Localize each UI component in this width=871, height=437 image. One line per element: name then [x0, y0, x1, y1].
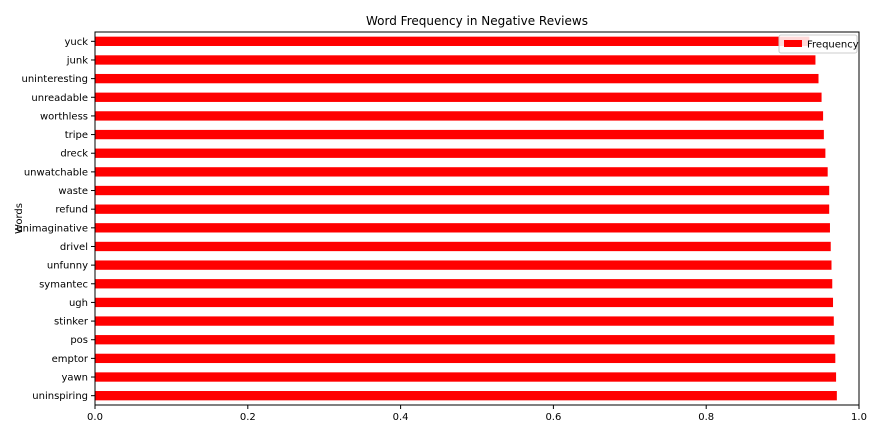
bar-waste — [95, 185, 830, 196]
x-ticks-layer: 0.0 0.2 0.4 0.6 0.8 1.0 — [87, 405, 867, 423]
y-tick-label: tripe — [65, 130, 88, 141]
axes-frame — [94, 31, 860, 406]
y-tick-label: unreadable — [31, 93, 88, 104]
y-tick-label: symantec — [39, 279, 88, 290]
bar-stinker — [95, 316, 834, 326]
y-tick-label: uninteresting — [21, 74, 88, 85]
y-tick-label: pos — [70, 335, 88, 346]
legend-label: Frequency — [807, 40, 859, 51]
bar-dreck — [95, 148, 826, 158]
y-tick-label: unfunny — [47, 261, 88, 272]
x-tick-label: 0.4 — [393, 412, 409, 423]
bar-yuck — [95, 36, 810, 46]
y-tick-label: worthless — [40, 111, 88, 122]
x-tick-label: 0.2 — [240, 412, 256, 423]
bar-refund — [95, 204, 830, 214]
y-tick-label: stinker — [54, 317, 89, 328]
y-tick-label: junk — [66, 55, 88, 66]
x-tick-label: 0.6 — [545, 412, 561, 423]
bar-ugh — [95, 297, 834, 308]
y-tick-label: unwatchable — [24, 167, 88, 178]
chart-title: Word Frequency in Negative Reviews — [366, 14, 588, 28]
bars-layer — [95, 36, 837, 401]
bar-unfunny — [95, 260, 832, 270]
legend: Frequency — [778, 34, 859, 54]
legend-box — [778, 34, 858, 54]
y-tick-label: unimaginative — [16, 223, 88, 234]
y-tick-label: yuck — [64, 37, 88, 48]
y-tick-label: ugh — [69, 298, 88, 309]
y-tick-label: yawn — [61, 373, 88, 384]
y-tick-label: emptor — [52, 354, 89, 365]
y-tick-label: drivel — [60, 242, 88, 253]
bar-yawn — [95, 372, 837, 382]
bar-symantec — [95, 279, 833, 289]
y-tick-label: waste — [58, 186, 88, 197]
y-axis-label: Words — [14, 203, 25, 234]
plot-frame — [94, 31, 860, 406]
y-tick-label: dreck — [60, 149, 88, 160]
x-tick-label: 0.8 — [698, 412, 714, 423]
bar-worthless — [95, 111, 824, 121]
legend-swatch — [784, 40, 802, 47]
y-ticks-layer: yuck junk uninteresting unreadable worthless… — [16, 37, 95, 402]
bar-uninteresting — [95, 73, 819, 84]
bar-emptor — [95, 353, 836, 364]
bar-pos — [95, 335, 835, 345]
bar-drivel — [95, 241, 831, 252]
bar-tripe — [95, 129, 824, 140]
bar-unimaginative — [95, 223, 830, 233]
bar-unwatchable — [95, 167, 828, 177]
x-tick-label: 1.0 — [851, 412, 867, 423]
y-tick-label: uninspiring — [32, 391, 88, 402]
x-tick-label: 0.0 — [87, 412, 103, 423]
bar-junk — [95, 55, 816, 65]
bar-unreadable — [95, 92, 822, 102]
y-tick-label: refund — [55, 205, 88, 216]
bar-uninspiring — [95, 391, 837, 401]
